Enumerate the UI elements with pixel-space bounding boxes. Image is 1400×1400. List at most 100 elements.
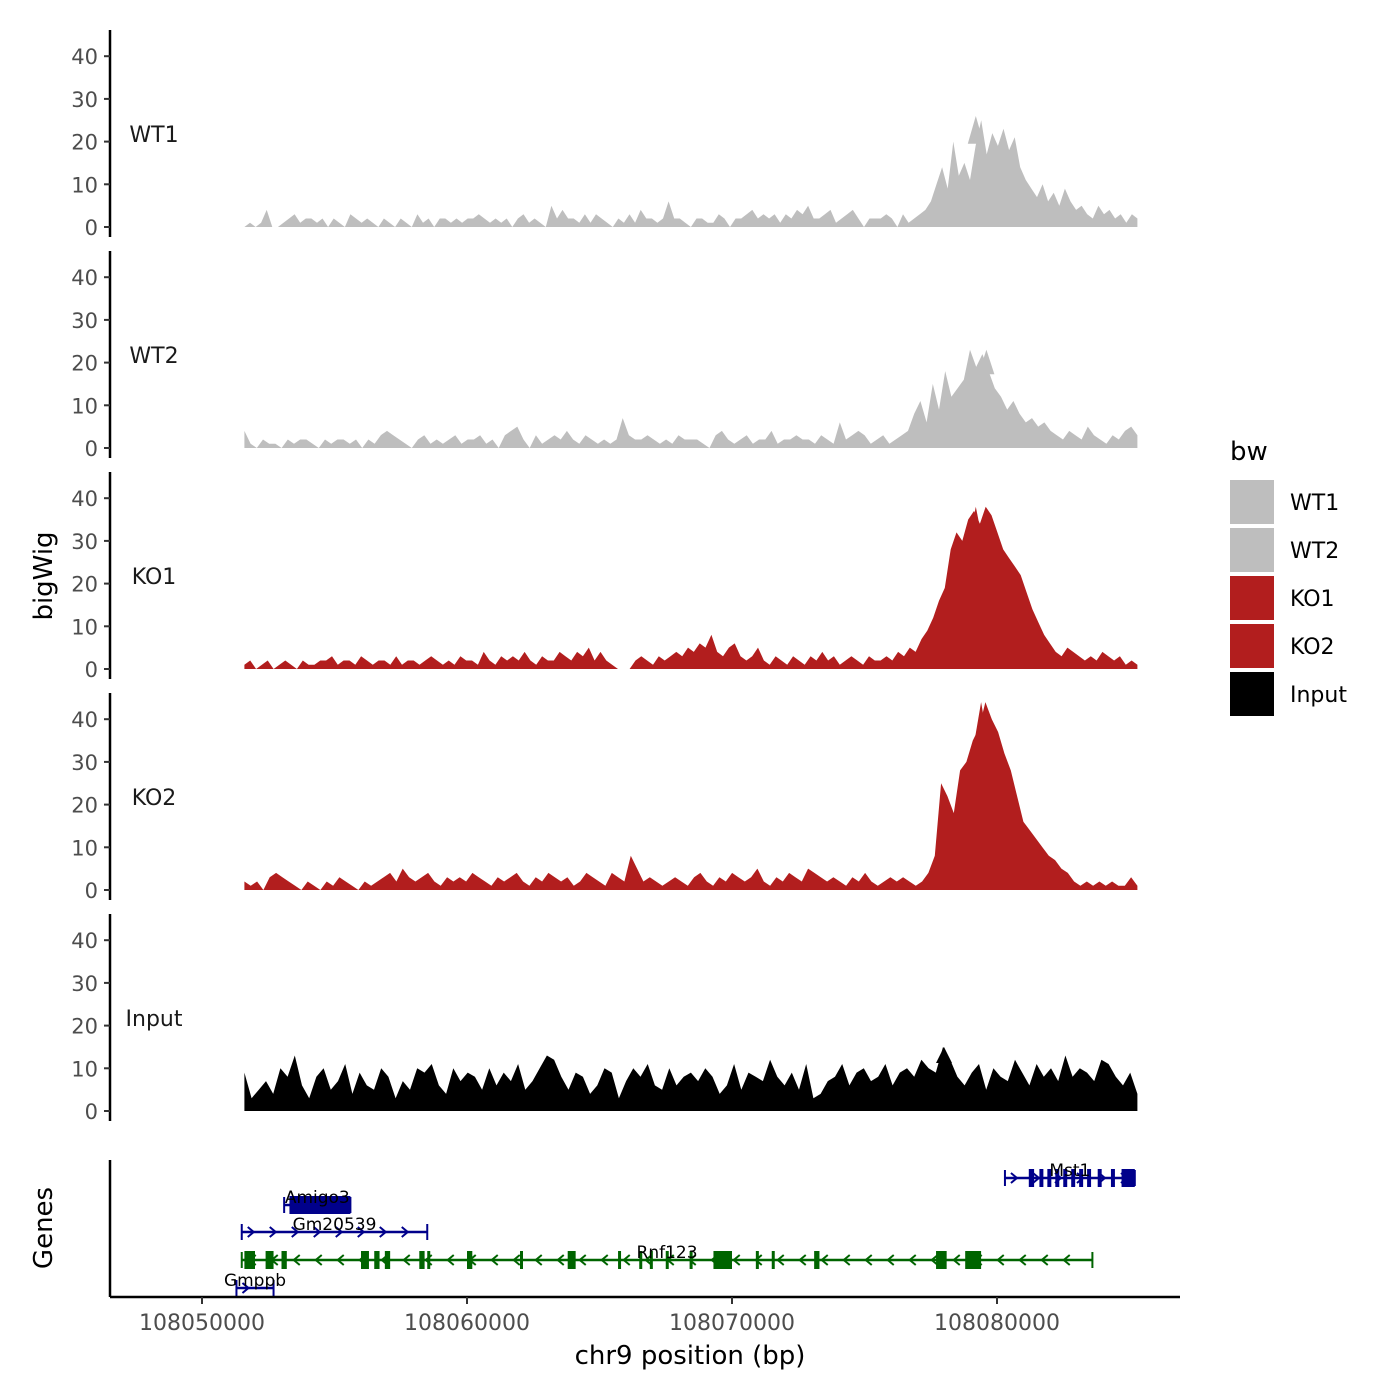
exon <box>427 1251 431 1269</box>
y-tick-label: 0 <box>85 216 98 240</box>
panel-ko1: 0 10 20 30 40 KO1 <box>71 472 1138 682</box>
gene-amigo3: Amigo3 <box>283 1188 352 1214</box>
legend-swatch-wt2 <box>1230 528 1274 572</box>
exon <box>1087 1169 1092 1187</box>
strand-arrow <box>820 1254 829 1266</box>
y-tick-label: 40 <box>71 487 98 511</box>
strand-arrow <box>335 1226 344 1238</box>
exon <box>1071 1169 1076 1187</box>
x-tick-label: 108070000 <box>669 1311 795 1336</box>
y-tick-label: 30 <box>71 530 98 554</box>
panel-ko2: 0 10 20 30 40 KO2 <box>71 693 1138 903</box>
exon <box>649 1251 653 1269</box>
y-tick-label: 40 <box>71 45 98 69</box>
y-axis-title: bigWig <box>29 531 59 620</box>
panel-label-wt2: WT2 <box>129 344 178 369</box>
strand-arrow <box>512 1254 521 1266</box>
exon <box>1055 1169 1060 1187</box>
exon <box>936 1251 947 1269</box>
legend-label-wt1: WT1 <box>1290 491 1339 516</box>
y-tick-label: 10 <box>71 1057 98 1081</box>
y-tick-label: 20 <box>71 131 98 155</box>
series-area-ko2 <box>244 702 1138 890</box>
series-peak-wt1 <box>967 116 984 144</box>
legend-label-input: Input <box>1290 683 1347 708</box>
y-tick-label: 20 <box>71 352 98 376</box>
panel-label-input: Input <box>126 1007 183 1032</box>
gene-rnf123: Rnf123 <box>240 1243 1094 1269</box>
gene-label: Gmppb <box>224 1271 286 1291</box>
strand-arrow <box>600 1254 609 1266</box>
exon <box>1028 1169 1035 1187</box>
series-peak-ko1 <box>967 506 984 548</box>
strand-arrow <box>578 1254 587 1266</box>
strand-arrow <box>622 1254 631 1266</box>
legend-swatch-ko2 <box>1230 624 1274 668</box>
y-tick-label: 20 <box>71 1015 98 1039</box>
strand-arrow <box>247 1226 256 1238</box>
strand-arrow <box>314 1254 323 1266</box>
gene-label: Amigo3 <box>285 1188 350 1208</box>
strand-arrow <box>644 1254 653 1266</box>
exon <box>618 1251 622 1269</box>
strand-arrow <box>401 1226 410 1238</box>
y-tick-label: 20 <box>71 573 98 597</box>
legend-label-ko2: KO2 <box>1290 635 1335 660</box>
x-tick-label: 108050000 <box>139 1311 265 1336</box>
strand-arrow <box>534 1254 543 1266</box>
legend-swatch-input <box>1230 672 1274 716</box>
strand-arrow <box>241 1282 251 1294</box>
series-area-wt2 <box>244 349 1138 448</box>
gene-label: Mst1 <box>1049 1161 1090 1181</box>
strand-arrow <box>291 1226 300 1238</box>
exon <box>520 1251 523 1269</box>
exon <box>771 1251 775 1269</box>
strand-arrow <box>1062 1254 1071 1266</box>
exon <box>244 1251 255 1269</box>
strand-arrow <box>379 1226 388 1238</box>
y-tick-label: 10 <box>71 615 98 639</box>
x-tick-label: 108060000 <box>404 1311 530 1336</box>
strand-arrow <box>842 1254 851 1266</box>
strand-arrow <box>1018 1254 1027 1266</box>
series-peak-input <box>936 1047 952 1063</box>
strand-arrow <box>1010 1172 1019 1184</box>
series-area-wt1 <box>244 120 1138 227</box>
exon <box>265 1251 274 1269</box>
legend-title: bw <box>1230 437 1268 467</box>
gene-label: Rnf123 <box>637 1243 698 1263</box>
y-tick-label: 0 <box>85 879 98 903</box>
gene-gm20539: Gm20539 <box>240 1215 429 1240</box>
exon <box>289 1196 351 1214</box>
y-tick-label: 30 <box>71 309 98 333</box>
exon <box>755 1251 759 1269</box>
exon <box>639 1251 643 1269</box>
x-axis-title: chr9 position (bp) <box>575 1341 806 1371</box>
series-area-input <box>244 1047 1138 1111</box>
y-tick-label: 0 <box>85 658 98 682</box>
y-tick-label: 0 <box>85 437 98 461</box>
gene-label: Gm20539 <box>293 1215 377 1235</box>
gene-gmppb: Gmppb <box>224 1271 286 1296</box>
exon <box>1110 1169 1115 1187</box>
exon <box>419 1251 425 1269</box>
strand-arrow <box>336 1254 345 1266</box>
strand-arrow <box>556 1254 565 1266</box>
panel-input: 0 10 20 30 40 Input <box>71 914 1138 1124</box>
strand-arrow <box>930 1254 939 1266</box>
x-tick-label: 108080000 <box>934 1311 1060 1336</box>
panel-label-wt1: WT1 <box>129 123 178 148</box>
strand-arrow <box>776 1254 785 1266</box>
exon <box>361 1251 369 1269</box>
exon <box>1079 1169 1084 1187</box>
strand-arrow <box>908 1254 917 1266</box>
exon <box>281 1251 287 1269</box>
series-peak-wt2 <box>978 349 995 375</box>
strand-arrow <box>996 1254 1005 1266</box>
strand-arrow <box>1032 1172 1041 1184</box>
exon <box>374 1251 380 1269</box>
genes-panel: Mst1 Amigo3 Gm20539 Rnf123 Gmppb <box>108 1160 1136 1297</box>
x-axis: 108050000 108060000 108070000 108080000 <box>110 1295 1180 1336</box>
y-tick-label: 10 <box>71 836 98 860</box>
